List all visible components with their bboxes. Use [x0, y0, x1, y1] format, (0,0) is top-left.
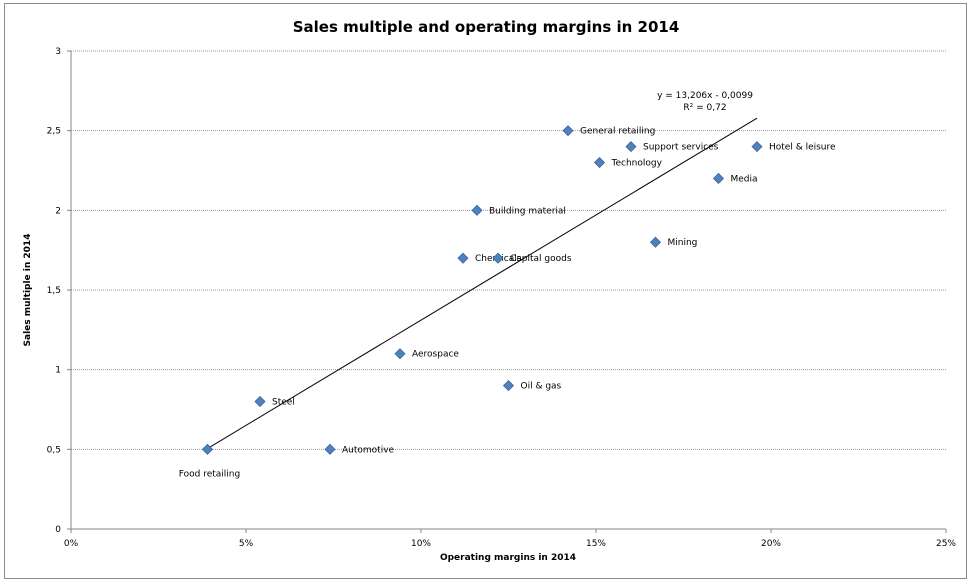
data-points: Food retailingSteelAutomotiveAerospaceCh… [179, 125, 836, 479]
data-point [562, 125, 574, 137]
data-label: Support services [643, 143, 719, 153]
data-label: Mining [668, 238, 698, 248]
x-axis-title: Operating margins in 2014 [440, 553, 576, 563]
data-label: Automotive [342, 445, 395, 455]
data-label: General retailing [580, 127, 655, 137]
y-tick-label: 3 [55, 47, 61, 57]
y-tick-label: 0,5 [47, 445, 61, 455]
data-point [471, 204, 483, 216]
x-tick-label: 15% [586, 539, 606, 549]
data-point [712, 172, 725, 185]
y-tick-labels: 0 0,5 1 1,5 2 2,5 3 [47, 47, 71, 535]
data-label: Steel [272, 398, 295, 408]
data-label: Building material [489, 206, 566, 216]
data-label: Hotel & leisure [769, 143, 836, 153]
data-label: Technology [611, 159, 663, 169]
data-point [457, 252, 469, 264]
data-label: Oil & gas [521, 382, 562, 392]
chart-frame [4, 3, 967, 579]
data-point [625, 141, 637, 153]
y-tick-label: 2 [55, 206, 61, 216]
data-point [751, 141, 763, 153]
data-point [201, 443, 214, 455]
trendline-r-squared: R² = 0,72 [683, 103, 726, 113]
x-tick-label: 20% [761, 539, 781, 549]
y-tick-label: 0 [55, 525, 61, 535]
y-tick-label: 1,5 [47, 286, 61, 296]
trendline-equation: y = 13,206x - 0,0099 [657, 91, 753, 101]
x-tick-label: 25% [936, 539, 956, 549]
data-label: Aerospace [412, 350, 459, 360]
data-label: Capital goods [510, 254, 572, 264]
chart-title: Sales multiple and operating margins in … [293, 18, 680, 36]
x-tick-labels: 0% 5% 10% 15% 20% 25% [64, 529, 956, 549]
data-point [593, 156, 606, 169]
trendline [207, 117, 758, 449]
data-point [502, 380, 515, 392]
y-tick-label: 1 [55, 366, 61, 376]
y-axis-title: Sales multiple in 2014 [23, 234, 33, 347]
y-tick-label: 2,5 [47, 127, 61, 137]
data-label: Food retailing [179, 469, 240, 479]
data-point [324, 443, 336, 455]
x-tick-label: 10% [411, 539, 431, 549]
data-label: Media [731, 174, 758, 184]
data-point [492, 252, 504, 264]
data-point [394, 348, 406, 360]
data-point [649, 236, 662, 248]
data-point [254, 395, 266, 408]
x-tick-label: 5% [239, 539, 254, 549]
x-tick-label: 0% [64, 539, 79, 549]
